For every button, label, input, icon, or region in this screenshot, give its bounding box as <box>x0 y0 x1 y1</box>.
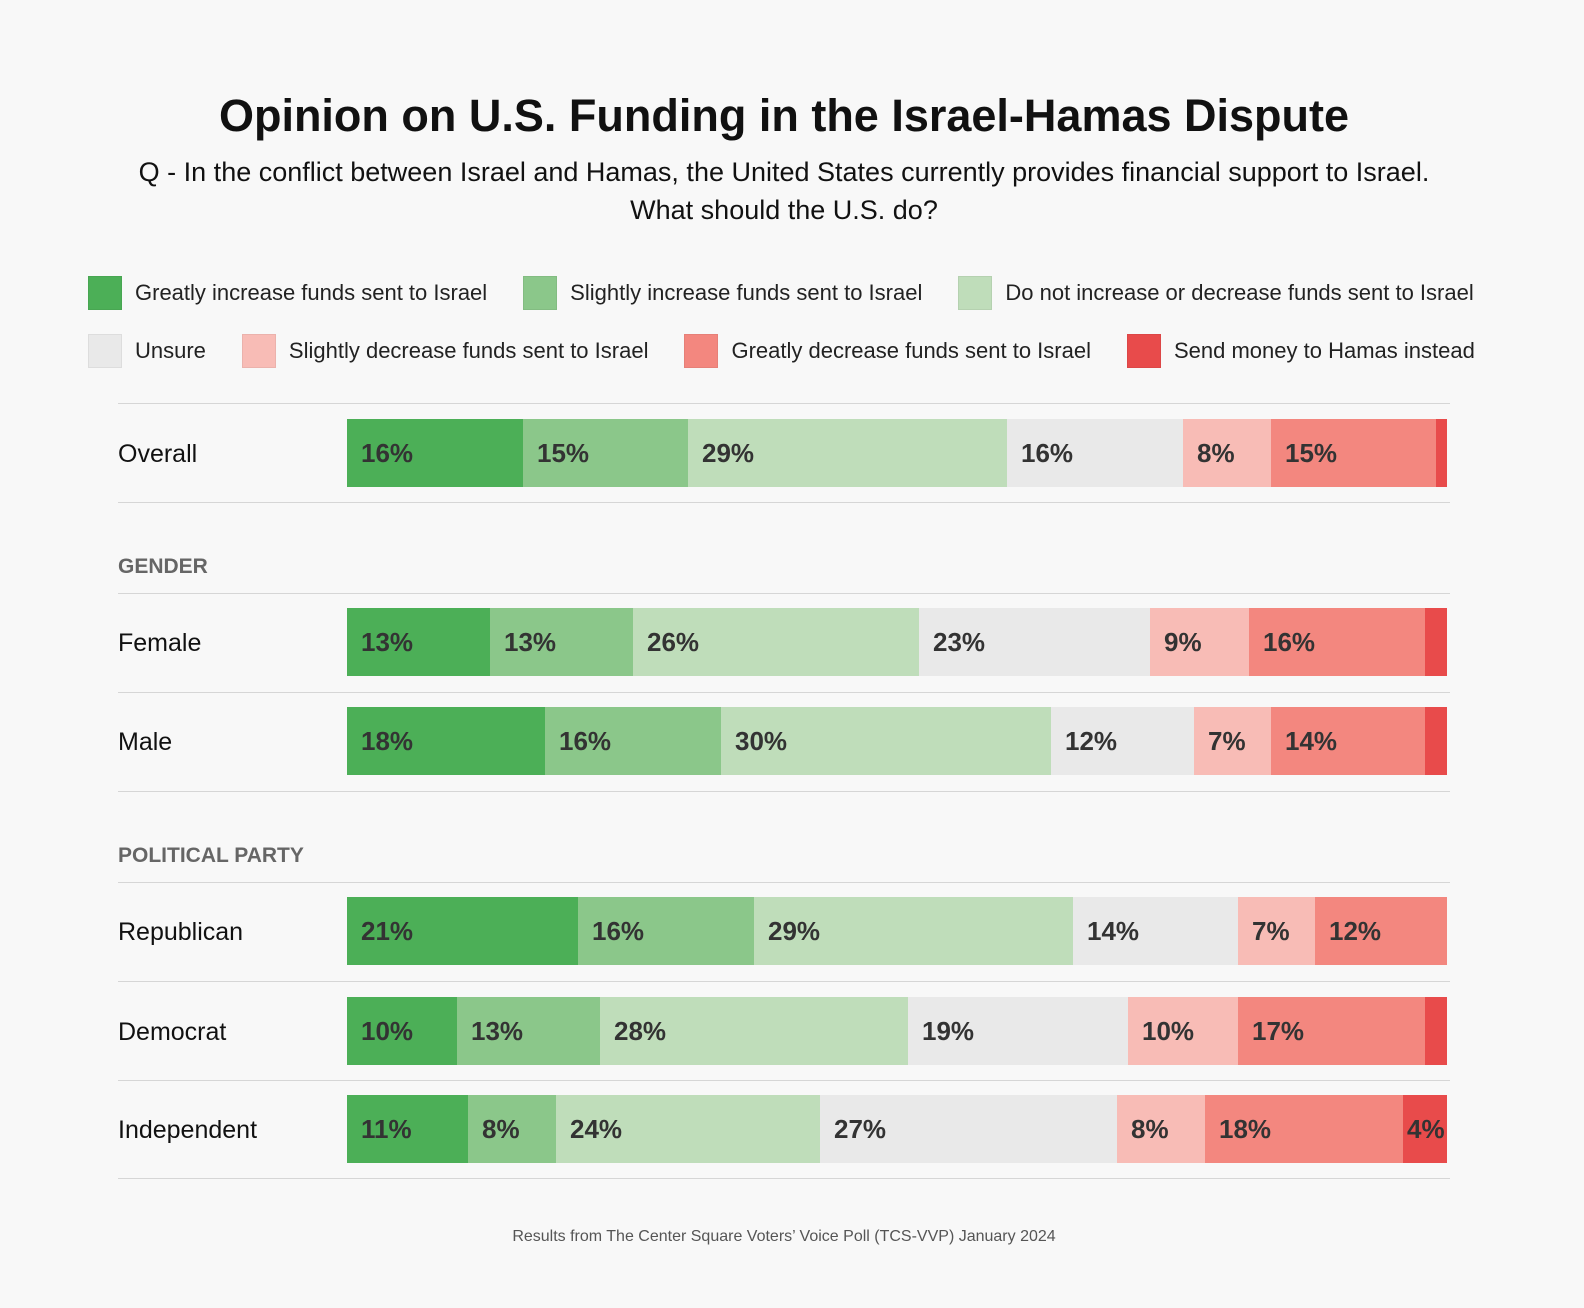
bar-segment: 26% <box>633 608 919 676</box>
bar-segment: 16% <box>578 897 754 965</box>
bar-segment: 7% <box>1238 897 1315 965</box>
legend-label: Slightly decrease funds sent to Israel <box>288 338 649 363</box>
stacked-bar: 18% 16% 30% 12% 7% 14% <box>347 707 1447 775</box>
bar-segment <box>1425 707 1447 775</box>
section-heading: GENDER <box>118 555 208 578</box>
bar-segment: 13% <box>457 997 600 1065</box>
row-label: Republican <box>118 918 244 946</box>
bar-segment <box>1425 608 1447 676</box>
bar-segment: 14% <box>1271 707 1425 775</box>
legend-swatch <box>88 334 122 368</box>
legend-item: Greatly decrease funds sent to Israel <box>684 334 1091 368</box>
bar-segment: 23% <box>919 608 1150 676</box>
bar-segment: 21% <box>347 897 578 965</box>
bar-segment: 11% <box>347 1095 468 1163</box>
divider <box>118 593 1450 594</box>
chart-subtitle-line-2: What should the U.S. do? <box>630 195 938 225</box>
bar-segment: 24% <box>556 1095 820 1163</box>
bar-segment: 12% <box>1051 707 1194 775</box>
bar-segment: 29% <box>688 419 1007 487</box>
chart-title: Opinion on U.S. Funding in the Israel-Ha… <box>218 90 1350 141</box>
legend-item: Slightly decrease funds sent to Israel <box>241 334 649 368</box>
chart-subtitle-line-1: Q - In the conflict between Israel and H… <box>138 157 1430 187</box>
bar-segment: 29% <box>754 897 1073 965</box>
bar-segment: 16% <box>545 707 721 775</box>
stacked-bar: 11% 8% 24% 27% 8% 18% 4% <box>347 1095 1447 1163</box>
bar-segment: 17% <box>1238 997 1425 1065</box>
bar-segment: 18% <box>347 707 545 775</box>
divider <box>118 981 1450 982</box>
bar-segment: 18% <box>1205 1095 1403 1163</box>
bar-segment: 30% <box>721 707 1051 775</box>
bar-segment: 12% <box>1315 897 1447 965</box>
bar-segment: 9% <box>1150 608 1249 676</box>
bar-segment: 28% <box>600 997 908 1065</box>
legend-swatch <box>241 334 276 368</box>
footnote: Results from The Center Square Voters’ V… <box>512 1228 1056 1245</box>
bar-segment: 16% <box>1249 608 1425 676</box>
legend-label: Slightly increase funds sent to Israel <box>570 280 923 305</box>
bar-segment <box>1436 419 1447 487</box>
legend-label: Greatly increase funds sent to Israel <box>135 280 488 305</box>
bar-segment: 10% <box>347 997 457 1065</box>
bar-segment: 13% <box>347 608 490 676</box>
legend-swatch <box>88 276 122 310</box>
bar-segment: 4% <box>1403 1095 1447 1163</box>
bar-segment <box>1425 997 1447 1065</box>
divider <box>118 692 1450 693</box>
row-label: Overall <box>118 440 198 468</box>
legend-row-2: Unsure Slightly decrease funds sent to Is… <box>88 334 1511 368</box>
divider <box>118 1178 1450 1179</box>
bar-segment: 14% <box>1073 897 1238 965</box>
stacked-bar: 10% 13% 28% 19% 10% 17% <box>347 997 1447 1065</box>
stacked-bar: 16% 15% 29% 16% 8% 15% <box>347 419 1447 487</box>
stacked-bar: 21% 16% 29% 14% 7% 12% <box>347 897 1447 965</box>
legend-item: Send money to Hamas instead <box>1126 334 1475 368</box>
legend-label: Send money to Hamas instead <box>1173 338 1475 363</box>
divider <box>118 502 1450 503</box>
legend-swatch <box>523 276 558 310</box>
bar-segment: 19% <box>908 997 1128 1065</box>
row-label: Male <box>118 728 173 756</box>
bar-segment: 16% <box>1007 419 1183 487</box>
bar-segment: 13% <box>490 608 633 676</box>
divider <box>118 403 1450 404</box>
legend-item: Unsure <box>88 334 206 368</box>
divider <box>118 791 1450 792</box>
divider <box>118 1080 1450 1081</box>
bar-segment: 8% <box>1117 1095 1205 1163</box>
legend-item: Greatly increase funds sent to Israel <box>88 276 487 310</box>
legend-swatch <box>958 276 993 310</box>
bar-segment: 27% <box>820 1095 1117 1163</box>
row-label: Democrat <box>118 1018 227 1046</box>
bar-segment: 16% <box>347 419 523 487</box>
bar-segment: 15% <box>523 419 688 487</box>
bar-segment: 10% <box>1128 997 1238 1065</box>
divider <box>118 882 1450 883</box>
row-label: Female <box>118 629 202 657</box>
section-heading: POLITICAL PARTY <box>118 844 304 867</box>
bar-segment: 8% <box>468 1095 556 1163</box>
bar-segment: 15% <box>1271 419 1436 487</box>
legend-label: Do not increase or decrease funds sent t… <box>1005 280 1474 305</box>
legend-item: Do not increase or decrease funds sent t… <box>958 276 1474 310</box>
bar-segment: 7% <box>1194 707 1271 775</box>
legend-item: Slightly increase funds sent to Israel <box>523 276 922 310</box>
legend-swatch <box>1126 334 1161 368</box>
legend-label: Greatly decrease funds sent to Israel <box>731 338 1091 363</box>
bar-segment: 8% <box>1183 419 1271 487</box>
legend-row-1: Greatly increase funds sent to Israel Sli… <box>88 276 1474 310</box>
legend-swatch <box>684 334 719 368</box>
stacked-bar: 13% 13% 26% 23% 9% 16% <box>347 608 1447 676</box>
row-label: Independent <box>118 1116 258 1144</box>
legend-label: Unsure <box>135 338 206 363</box>
